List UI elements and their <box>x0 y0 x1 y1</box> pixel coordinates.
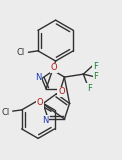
Text: Cl: Cl <box>2 108 10 117</box>
Text: N: N <box>35 73 42 82</box>
Text: F: F <box>94 72 98 81</box>
Text: F: F <box>87 84 92 93</box>
Text: O: O <box>58 87 65 96</box>
Text: N: N <box>42 116 49 125</box>
Text: F: F <box>93 62 98 71</box>
Text: Cl: Cl <box>17 48 25 57</box>
Text: O: O <box>51 63 57 72</box>
Text: O: O <box>37 98 44 107</box>
